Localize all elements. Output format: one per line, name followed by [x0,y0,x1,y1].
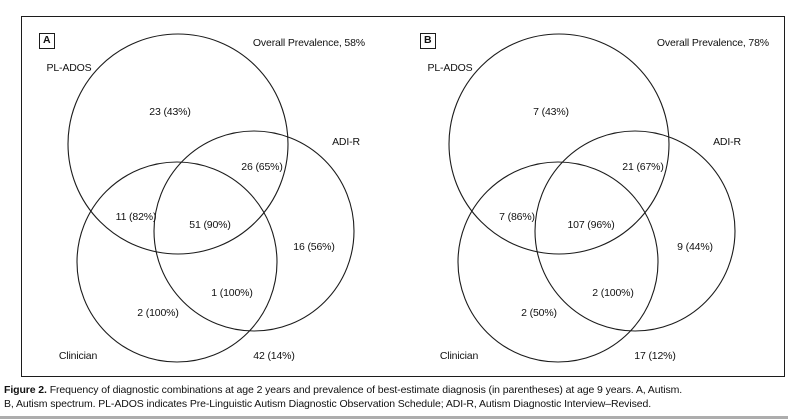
panel-letter-b: B [420,33,436,49]
venn-diagram-a [67,33,355,363]
clinician-label: Clinician [58,350,98,362]
region-value-pl-ados-adi-r: 21 (67%) [622,161,664,173]
region-value-adi-r-only: 16 (56%) [293,241,335,253]
adi-r-label: ADI-R [713,136,741,148]
overall-prevalence-b: Overall Prevalence, 78% [656,37,769,49]
figure-caption-line2: B, Autism spectrum. PL-ADOS indicates Pr… [4,398,652,410]
venn-diagram-b [448,33,736,363]
region-value-clinician-only: 2 (50%) [521,307,557,319]
region-value-pl-ados-clinician: 7 (86%) [499,211,535,223]
figure-caption: Figure 2. Frequency of diagnostic combin… [4,383,784,411]
clinician-circle [76,161,278,363]
region-value-pl-ados-only: 23 (43%) [149,106,191,118]
panel-letter-a: A [39,33,55,49]
figure-caption-label: Figure 2. [4,384,47,396]
adi-r-circle [153,130,355,332]
region-value-outside-all: 42 (14%) [253,350,295,362]
venn-figure-box: A Overall Prevalence, 58% PL-ADOS ADI-R … [21,16,785,377]
region-value-all-three: 107 (96%) [567,219,615,231]
region-value-outside-all: 17 (12%) [634,350,676,362]
adi-r-circle [534,130,736,332]
region-value-clinician-only: 2 (100%) [137,307,179,319]
pl-ados-circle [67,33,289,255]
region-value-pl-ados-clinician: 11 (82%) [115,211,157,223]
pl-ados-label: PL-ADOS [427,62,473,74]
clinician-circle [457,161,659,363]
venn-panel-a: A Overall Prevalence, 58% PL-ADOS ADI-R … [22,17,403,376]
figure-caption-line1: Frequency of diagnostic combinations at … [49,384,683,396]
region-value-pl-ados-adi-r: 26 (65%) [241,161,283,173]
region-value-all-three: 51 (90%) [189,219,231,231]
venn-panel-b: B Overall Prevalence, 78% PL-ADOS ADI-R … [403,17,784,376]
overall-prevalence-a: Overall Prevalence, 58% [252,37,365,49]
region-value-adi-r-only: 9 (44%) [677,241,713,253]
adi-r-label: ADI-R [332,136,360,148]
clinician-label: Clinician [439,350,479,362]
region-value-adi-r-clinician: 1 (100%) [211,287,253,299]
region-value-pl-ados-only: 7 (43%) [533,106,569,118]
scan-artifact-line [0,416,788,419]
pl-ados-label: PL-ADOS [46,62,92,74]
region-value-adi-r-clinician: 2 (100%) [592,287,634,299]
pl-ados-circle [448,33,670,255]
